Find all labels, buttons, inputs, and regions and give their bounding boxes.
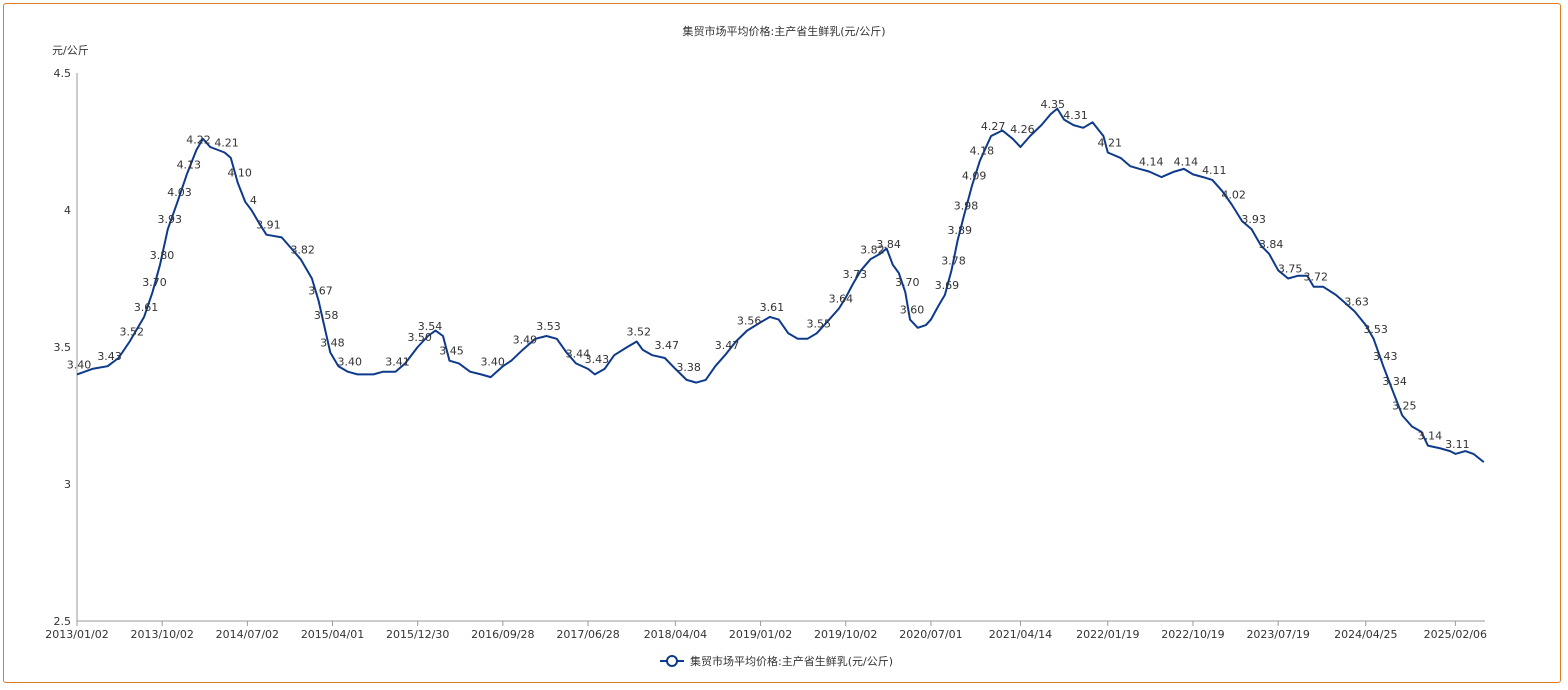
data-label: 3.25 — [1392, 400, 1417, 413]
x-tick-label: 2017/06/28 — [556, 628, 619, 641]
data-label: 3.89 — [947, 224, 972, 237]
data-label: 3.73 — [843, 268, 868, 281]
data-label: 3.63 — [1344, 295, 1369, 308]
data-label: 3.70 — [895, 276, 920, 289]
series-line — [77, 109, 1484, 463]
y-tick-label: 3 — [64, 478, 71, 491]
data-label: 4.35 — [1040, 98, 1065, 111]
data-label: 3.40 — [338, 356, 363, 369]
data-label: 3.43 — [1373, 350, 1398, 363]
data-label: 3.93 — [158, 213, 183, 226]
legend-circle-marker — [667, 656, 677, 666]
data-label: 3.53 — [536, 320, 561, 333]
x-tick-label: 2014/07/02 — [216, 628, 279, 641]
x-tick-label: 2024/04/25 — [1334, 628, 1397, 641]
data-label: 4.21 — [214, 136, 239, 149]
data-label: 3.48 — [320, 336, 345, 349]
x-tick-label: 2019/10/02 — [814, 628, 877, 641]
y-tick-label: 4.5 — [54, 67, 72, 80]
data-label: 3.61 — [134, 301, 159, 314]
x-tick-label: 2021/04/14 — [989, 628, 1052, 641]
data-label: 3.38 — [676, 361, 701, 374]
data-label: 3.11 — [1445, 438, 1470, 451]
data-label: 4.26 — [1010, 123, 1035, 136]
x-tick-label: 2023/07/19 — [1246, 628, 1309, 641]
data-label: 3.67 — [308, 284, 333, 297]
data-label: 3.56 — [737, 315, 762, 328]
data-label: 4.09 — [962, 169, 987, 182]
data-label: 3.47 — [655, 339, 680, 352]
data-label: 4.22 — [186, 134, 211, 147]
data-label: 3.60 — [900, 304, 925, 317]
data-label: 3.53 — [1363, 323, 1388, 336]
x-tick-label: 2013/01/02 — [45, 628, 108, 641]
data-label: 3.70 — [142, 276, 167, 289]
data-label: 3.34 — [1382, 375, 1407, 388]
y-axis-unit: 元/公斤 — [52, 44, 89, 57]
data-label: 4.21 — [1098, 136, 1123, 149]
data-label: 3.58 — [314, 309, 339, 322]
data-label: 4.14 — [1174, 156, 1199, 169]
data-label: 3.52 — [119, 326, 144, 339]
data-label: 3.14 — [1418, 430, 1443, 443]
data-label: 3.54 — [418, 320, 443, 333]
x-tick-label: 2022/01/19 — [1076, 628, 1139, 641]
data-label: 3.43 — [585, 353, 610, 366]
x-tick-label: 2016/09/28 — [471, 628, 534, 641]
data-label: 3.78 — [941, 254, 966, 267]
data-label: 3.93 — [1241, 213, 1266, 226]
x-tick-label: 2015/04/01 — [301, 628, 364, 641]
data-label: 3.75 — [1278, 263, 1303, 276]
data-label: 4.13 — [177, 158, 202, 171]
data-label: 4.02 — [1221, 189, 1246, 202]
data-label: 3.84 — [876, 238, 901, 251]
data-label: 4.14 — [1139, 156, 1164, 169]
legend[interactable]: 集贸市场平均价格:主产省生鲜乳(元/公斤) — [660, 654, 893, 668]
y-tick-label: 4 — [64, 204, 71, 217]
y-tick-label: 3.5 — [54, 341, 72, 354]
data-label: 3.61 — [760, 301, 785, 314]
legend-label[interactable]: 集贸市场平均价格:主产省生鲜乳(元/公斤) — [690, 654, 893, 668]
data-label: 3.43 — [97, 350, 122, 363]
data-label: 3.72 — [1303, 271, 1328, 284]
data-label: 3.91 — [256, 219, 281, 232]
data-label: 4.18 — [970, 145, 995, 158]
data-label: 3.98 — [954, 199, 979, 212]
data-label: 4.31 — [1063, 109, 1088, 122]
data-label: 4.11 — [1202, 164, 1227, 177]
data-label: 3.47 — [715, 339, 740, 352]
x-tick-label: 2022/10/19 — [1161, 628, 1224, 641]
y-tick-label: 2.5 — [54, 615, 72, 628]
x-tick-label: 2020/07/01 — [899, 628, 962, 641]
data-label: 3.45 — [439, 345, 464, 358]
x-tick-label: 2015/12/30 — [386, 628, 449, 641]
x-tick-label: 2019/01/02 — [729, 628, 792, 641]
data-label: 3.80 — [150, 249, 175, 262]
data-label: 4.03 — [167, 186, 192, 199]
chart-title: 集贸市场平均价格:主产省生鲜乳(元/公斤) — [683, 24, 886, 38]
data-label: 3.49 — [513, 334, 538, 347]
data-label: 3.52 — [626, 326, 651, 339]
data-label: 3.84 — [1259, 238, 1284, 251]
x-tick-label: 2018/04/04 — [644, 628, 707, 641]
data-label: 3.82 — [290, 243, 315, 256]
data-label: 4.27 — [981, 120, 1006, 133]
data-label: 3.55 — [806, 317, 831, 330]
data-label: 3.40 — [480, 356, 505, 369]
x-tick-label: 2025/02/06 — [1424, 628, 1487, 641]
series-layer — [77, 109, 1484, 463]
data-label: 4.10 — [227, 167, 252, 180]
data-label: 4 — [250, 194, 257, 207]
data-label: 3.41 — [385, 356, 410, 369]
data-label: 3.69 — [935, 279, 960, 292]
data-label: 3.40 — [67, 358, 92, 371]
data-label: 3.64 — [829, 293, 854, 306]
x-tick-label: 2013/10/02 — [130, 628, 193, 641]
data-labels: 3.40 3.43 3.52 3.61 3.70 3.80 3.93 4.03 4.13 4.22… — [67, 98, 1470, 451]
